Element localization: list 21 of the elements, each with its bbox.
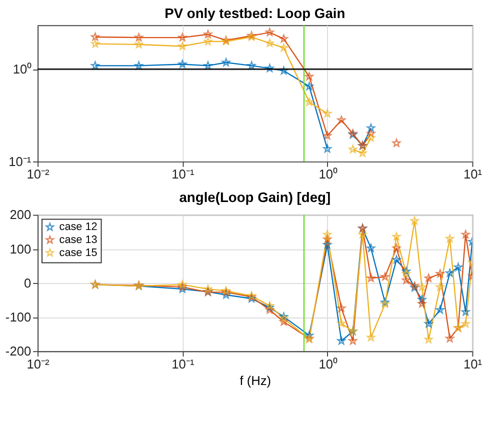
y-tick-label: 0	[24, 275, 32, 290]
x-tick-label: 10¹	[463, 356, 482, 372]
legend-label: case 15	[59, 246, 98, 259]
y-tick-label: -100	[5, 309, 32, 324]
x-tick-label: 10⁻¹	[172, 166, 194, 182]
x-tick-label: 10⁻²	[26, 166, 50, 182]
legend-label: case 12	[59, 221, 98, 234]
x-tick-label: 10⁻¹	[172, 356, 194, 372]
y-tick-label: 10⁰	[12, 62, 32, 77]
y-tick-label: 200	[10, 207, 32, 222]
chart-title: PV only testbed: Loop Gain	[164, 5, 346, 22]
x-axis-title: f (Hz)	[240, 373, 272, 388]
x-tick-label: 10⁰	[318, 166, 338, 182]
legend-label: case 13	[59, 234, 98, 246]
y-tick-label: -200	[5, 344, 32, 359]
chart-title: angle(Loop Gain) [deg]	[179, 188, 331, 205]
y-tick-label: 100	[10, 241, 32, 256]
y-tick-label: 10⁻¹	[8, 154, 32, 169]
x-tick-label: 10⁰	[318, 356, 338, 372]
x-tick-label: 10¹	[463, 166, 482, 182]
x-tick-label: 10⁻²	[26, 356, 50, 372]
